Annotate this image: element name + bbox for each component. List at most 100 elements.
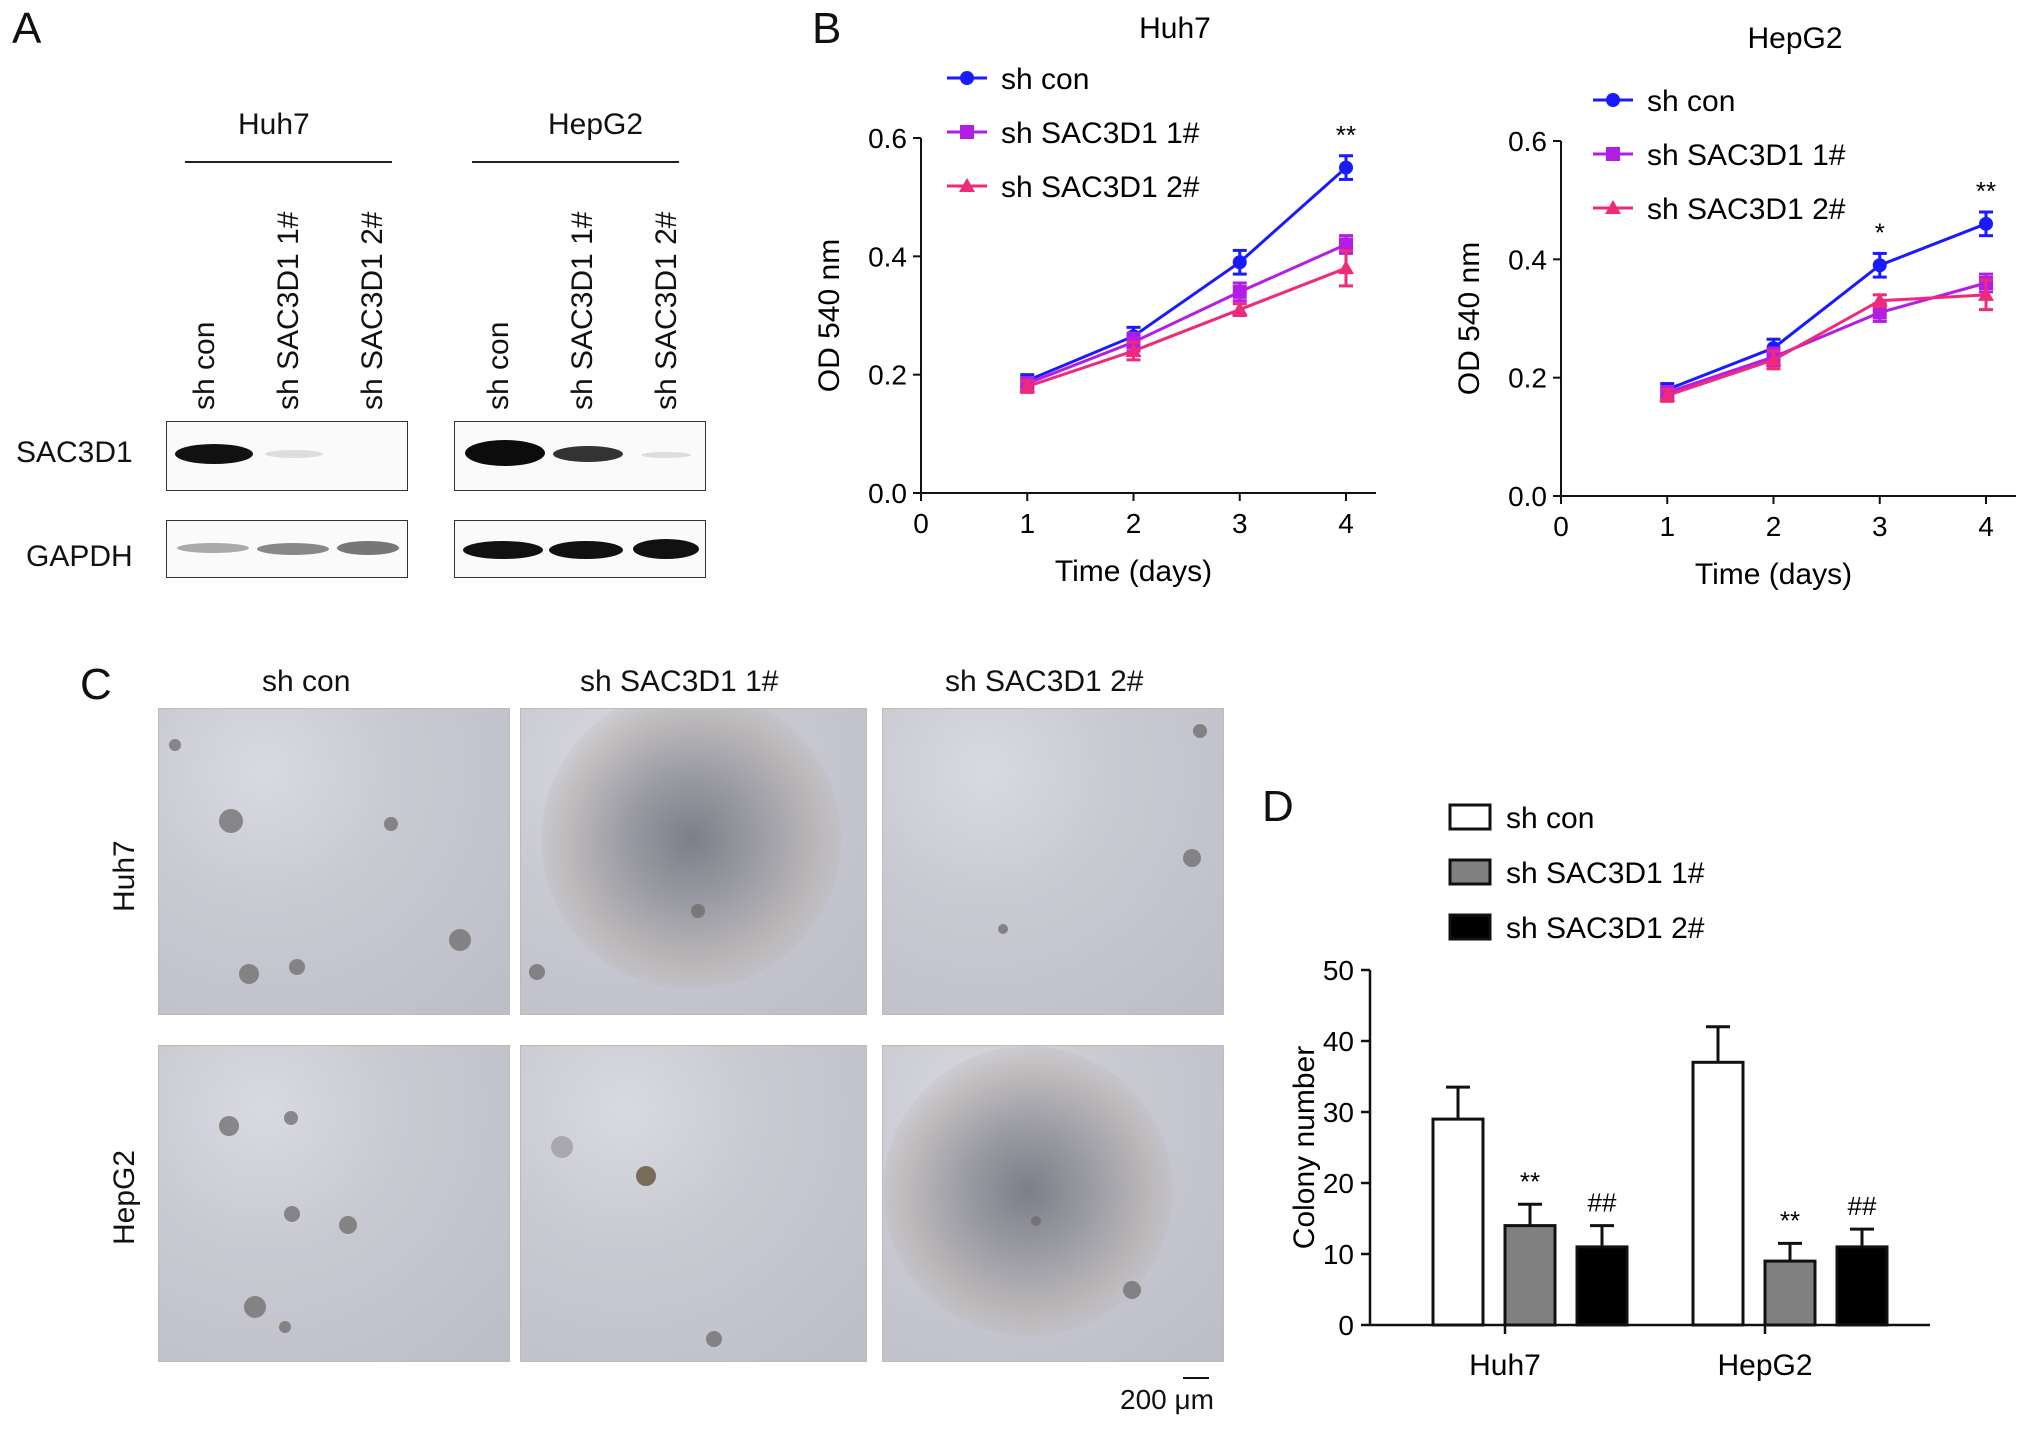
- significance-mark: ##: [1848, 1191, 1877, 1221]
- data-point: [1019, 378, 1036, 393]
- data-point: [1765, 351, 1782, 366]
- scalebar-line: [1183, 1377, 1209, 1379]
- band: [265, 450, 323, 458]
- bar: [1575, 1245, 1629, 1327]
- legend-label: sh con: [1001, 63, 1089, 96]
- colony: [219, 1116, 239, 1136]
- band: [641, 452, 691, 458]
- x-tick-label: HepG2: [1717, 1349, 1812, 1382]
- lane-label-huh7-con: sh con: [188, 321, 221, 410]
- data-point: [1872, 305, 1887, 320]
- data-point: [1872, 258, 1887, 273]
- x-tick-label: 1: [1019, 508, 1035, 539]
- micro-row-label-huh7: Huh7: [108, 840, 141, 912]
- micrograph-huh7-1: [520, 708, 867, 1015]
- series-line: [1026, 266, 1347, 388]
- colony-blur: [541, 709, 841, 989]
- colony: [1031, 1216, 1041, 1226]
- colony: [284, 1206, 300, 1222]
- y-tick-label: 0.0: [1508, 481, 1547, 512]
- panel-label-c: C: [80, 660, 112, 709]
- blot-gapdh-huh7: [166, 520, 408, 578]
- blot-row-label-gapdh: GAPDH: [26, 540, 133, 573]
- legend-label: sh con: [1647, 85, 1735, 118]
- band: [549, 541, 623, 559]
- significance-mark: **: [1780, 1205, 1800, 1235]
- x-tick-label: 1: [1659, 511, 1675, 542]
- panel-label-a: A: [12, 4, 42, 53]
- x-tick-label: 4: [1338, 508, 1354, 539]
- colony: [244, 1296, 266, 1318]
- colony: [636, 1166, 656, 1186]
- data-point: [1232, 255, 1247, 270]
- band: [463, 541, 543, 559]
- x-tick-label: 3: [1232, 508, 1248, 539]
- x-tick-label: 0: [1553, 511, 1569, 542]
- chart-colony-number: 0 10 20 30 40 50 Colony number ** ## Huh7 ** ## HepG…: [1290, 802, 1930, 1382]
- bar: [1763, 1259, 1817, 1327]
- scalebar-label: 200 μm: [1120, 1384, 1214, 1415]
- y-tick-label: 0.2: [868, 360, 907, 391]
- series-line: [1666, 222, 1987, 391]
- y-axis-label: Colony number: [1290, 1046, 1321, 1249]
- data-point: [1125, 343, 1142, 357]
- data-point: [1339, 160, 1353, 175]
- significance-mark: **: [1520, 1166, 1540, 1196]
- legend-label: sh SAC3D1 1#: [1001, 117, 1200, 150]
- legend-marker: [960, 71, 974, 85]
- band: [553, 446, 623, 462]
- colony: [691, 904, 705, 918]
- micrograph-huh7-con: [158, 708, 510, 1015]
- significance-mark: ##: [1588, 1188, 1617, 1218]
- legend-label: sh SAC3D1 2#: [1001, 171, 1200, 204]
- data-point: [1871, 292, 1888, 307]
- bar: [1691, 1060, 1745, 1327]
- lane-label-hepg2-2: sh SAC3D1 2#: [650, 211, 683, 410]
- lane-label-hepg2-1: sh SAC3D1 1#: [566, 211, 599, 410]
- x-tick-label: 4: [1978, 511, 1994, 542]
- x-tick-label: 3: [1872, 511, 1888, 542]
- legend-marker: [959, 178, 975, 192]
- blot-gapdh-hepg2: [454, 520, 706, 578]
- band: [633, 539, 699, 559]
- micrograph-huh7-2: [882, 708, 1224, 1015]
- blot-group-line-huh7: [185, 161, 392, 163]
- data-point: [1338, 260, 1354, 275]
- micro-col-label-con: sh con: [262, 665, 351, 698]
- micrograph-hepg2-1: [520, 1045, 867, 1362]
- data-point: [1978, 286, 1994, 301]
- lane-label-huh7-2: sh SAC3D1 2#: [356, 211, 389, 410]
- y-tick-label: 40: [1323, 1026, 1354, 1057]
- band: [257, 543, 329, 555]
- legend-label: sh SAC3D1 1#: [1647, 139, 1846, 172]
- micro-row-label-hepg2: HepG2: [108, 1149, 141, 1245]
- micrograph-hepg2-2: [882, 1045, 1224, 1362]
- x-axis-label: Time (days): [1055, 555, 1212, 588]
- significance-mark: **: [1976, 176, 1996, 206]
- blot-group-label-huh7: Huh7: [238, 108, 310, 141]
- panel-label-b: B: [812, 4, 842, 53]
- legend-swatch: [1448, 803, 1492, 831]
- data-point: [1979, 216, 1993, 231]
- chart-huh7-proliferation: Huh7 0.0 0.2 0.4 0.6 0 1 2 3 4 Time (days) OD 540 n…: [813, 12, 1376, 588]
- chart-title: HepG2: [1747, 22, 1842, 55]
- colony: [279, 1321, 291, 1333]
- lane-label-hepg2-con: sh con: [482, 321, 515, 410]
- x-tick-label: Huh7: [1469, 1349, 1541, 1382]
- y-tick-label: 30: [1323, 1097, 1354, 1128]
- data-point: [1232, 284, 1247, 299]
- legend-label: sh SAC3D1 2#: [1506, 912, 1705, 945]
- band: [465, 440, 545, 466]
- colony: [339, 1216, 357, 1234]
- micrograph-hepg2-con: [158, 1045, 510, 1362]
- blot-sac3d1-huh7: [166, 421, 408, 491]
- micro-col-label-2: sh SAC3D1 2#: [945, 665, 1144, 698]
- colony: [1123, 1281, 1141, 1299]
- colony: [449, 929, 471, 951]
- colony: [239, 964, 259, 984]
- y-tick-label: 0.2: [1508, 363, 1547, 394]
- series-line: [1666, 293, 1987, 397]
- y-axis-label: OD 540 nm: [813, 239, 846, 392]
- micro-col-label-1: sh SAC3D1 1#: [580, 665, 779, 698]
- blot-group-label-hepg2: HepG2: [548, 108, 644, 141]
